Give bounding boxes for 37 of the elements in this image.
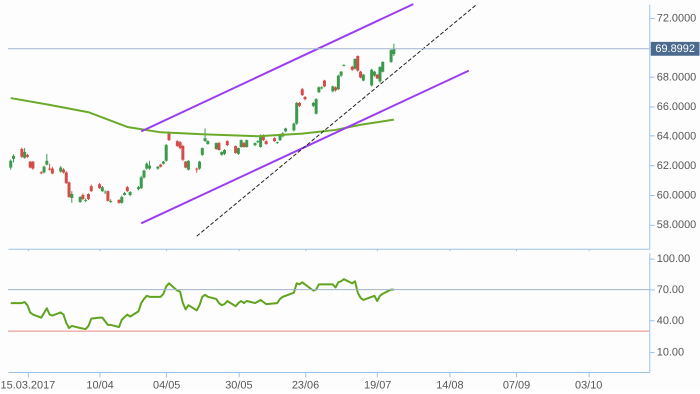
x-tick-label: 19/07: [364, 379, 392, 392]
x-tick-label: 10/04: [86, 379, 114, 392]
candlestick: [20, 147, 24, 158]
line-series: [10, 278, 395, 330]
candlestick: [9, 158, 12, 170]
candlestick: [204, 128, 207, 142]
x-tick-label: 23/06: [292, 379, 320, 392]
y-tick-label: 40.00: [656, 315, 684, 328]
y-tick-label: 66.0000: [656, 100, 696, 113]
candlestick: [106, 190, 110, 202]
y-tick-label: 100.00: [656, 252, 690, 265]
candlestick: [314, 98, 318, 115]
y-tick-label: 58.0000: [656, 218, 696, 231]
y-tick-label: 72.0000: [656, 12, 696, 24]
candlestick: [186, 160, 190, 172]
line-series: [10, 97, 395, 138]
x-tick-label: 04/05: [153, 379, 180, 392]
y-tick-label: 64.0000: [656, 130, 696, 142]
y-tick-label: 68.0000: [656, 71, 696, 84]
candlestick: [181, 144, 184, 162]
candlestick: [370, 68, 374, 87]
candlestick: [336, 74, 340, 91]
x-tick-label: 15.03.2017: [0, 379, 56, 392]
candlestick: [45, 153, 48, 166]
candlestick: [259, 134, 262, 148]
ref-line-label: 69.8992: [655, 42, 695, 55]
x-tick-label: 03/10: [575, 379, 602, 392]
candlestick: [164, 143, 168, 162]
y-tick-label: 62.0000: [656, 160, 696, 172]
y-tick-label: 70.00: [656, 284, 684, 296]
x-tick-label: 07/09: [502, 379, 530, 392]
x-tick-label: 14/08: [436, 379, 464, 392]
y-tick-label: 10.00: [656, 346, 684, 358]
y-tick-label: 60.0000: [656, 189, 696, 202]
candlestick: [70, 190, 74, 204]
candlestick: [354, 58, 356, 70]
x-tick-label: 30/05: [225, 379, 253, 392]
